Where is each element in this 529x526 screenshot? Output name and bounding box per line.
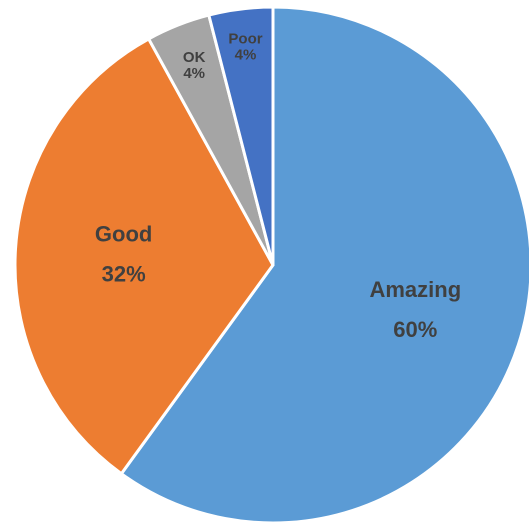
pie-slice-poor	[207, 5, 275, 267]
slice-percent-amazing: 60%	[393, 317, 437, 342]
slice-label-good: Good	[95, 221, 152, 246]
slice-label-poor: Poor	[228, 30, 262, 47]
slice-percent-ok: 4%	[183, 65, 205, 82]
slice-percent-good: 32%	[102, 261, 146, 286]
slice-label-amazing: Amazing	[369, 277, 461, 302]
slice-percent-poor: 4%	[235, 46, 257, 63]
slice-label-ok: OK	[183, 49, 206, 66]
pie-slice-amazing	[119, 5, 529, 525]
pie-slice-good	[13, 37, 275, 476]
